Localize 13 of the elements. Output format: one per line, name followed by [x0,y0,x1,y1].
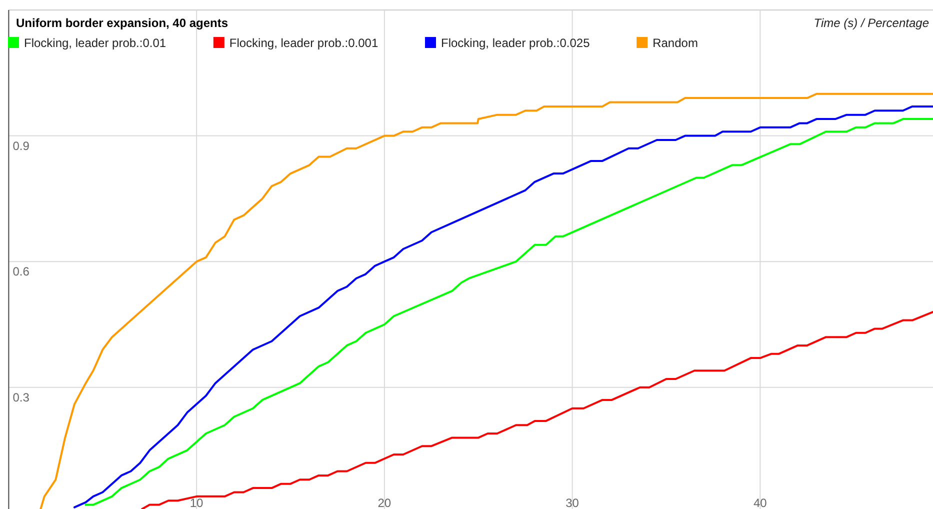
y-tick-label: 0.9 [12,138,30,153]
x-tick-label: 10 [190,496,204,509]
x-tick-label: 40 [753,496,768,509]
legend-label: Flocking, leader prob.:0.025 [441,36,590,50]
x-tick-label: 20 [378,496,392,509]
annotation: Time (s) / Percentage [814,16,930,30]
text: Uniform border expansion, 40 agents [16,16,228,30]
legend-label: Random [652,36,698,50]
y-tick-label: 0.3 [12,390,30,404]
legend-label: Flocking, leader prob.:0.01 [24,36,166,50]
x-tick-label: 30 [566,496,580,509]
legend-label: Flocking, leader prob.:0.001 [229,36,378,50]
y-tick-label: 0.6 [12,264,30,279]
